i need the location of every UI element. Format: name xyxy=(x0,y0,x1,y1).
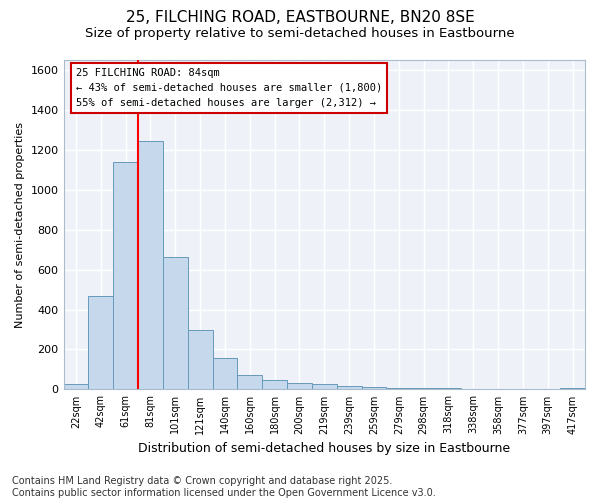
Text: 25, FILCHING ROAD, EASTBOURNE, BN20 8SE: 25, FILCHING ROAD, EASTBOURNE, BN20 8SE xyxy=(125,10,475,25)
Bar xyxy=(287,384,312,390)
Bar xyxy=(64,384,88,390)
Bar xyxy=(113,162,138,390)
Bar xyxy=(163,256,188,390)
X-axis label: Distribution of semi-detached houses by size in Eastbourne: Distribution of semi-detached houses by … xyxy=(138,442,511,455)
Bar xyxy=(386,388,411,390)
Bar xyxy=(212,358,238,390)
Y-axis label: Number of semi-detached properties: Number of semi-detached properties xyxy=(15,122,25,328)
Text: Size of property relative to semi-detached houses in Eastbourne: Size of property relative to semi-detach… xyxy=(85,28,515,40)
Bar xyxy=(337,386,362,390)
Bar xyxy=(461,389,485,390)
Bar xyxy=(188,330,212,390)
Bar xyxy=(362,388,386,390)
Bar xyxy=(138,141,163,390)
Text: Contains HM Land Registry data © Crown copyright and database right 2025.
Contai: Contains HM Land Registry data © Crown c… xyxy=(12,476,436,498)
Bar xyxy=(238,376,262,390)
Bar xyxy=(88,296,113,390)
Bar xyxy=(262,380,287,390)
Text: 25 FILCHING ROAD: 84sqm
← 43% of semi-detached houses are smaller (1,800)
55% of: 25 FILCHING ROAD: 84sqm ← 43% of semi-de… xyxy=(76,68,382,108)
Bar xyxy=(485,389,511,390)
Bar xyxy=(560,388,585,390)
Bar xyxy=(411,388,436,390)
Bar xyxy=(436,388,461,390)
Bar xyxy=(312,384,337,390)
